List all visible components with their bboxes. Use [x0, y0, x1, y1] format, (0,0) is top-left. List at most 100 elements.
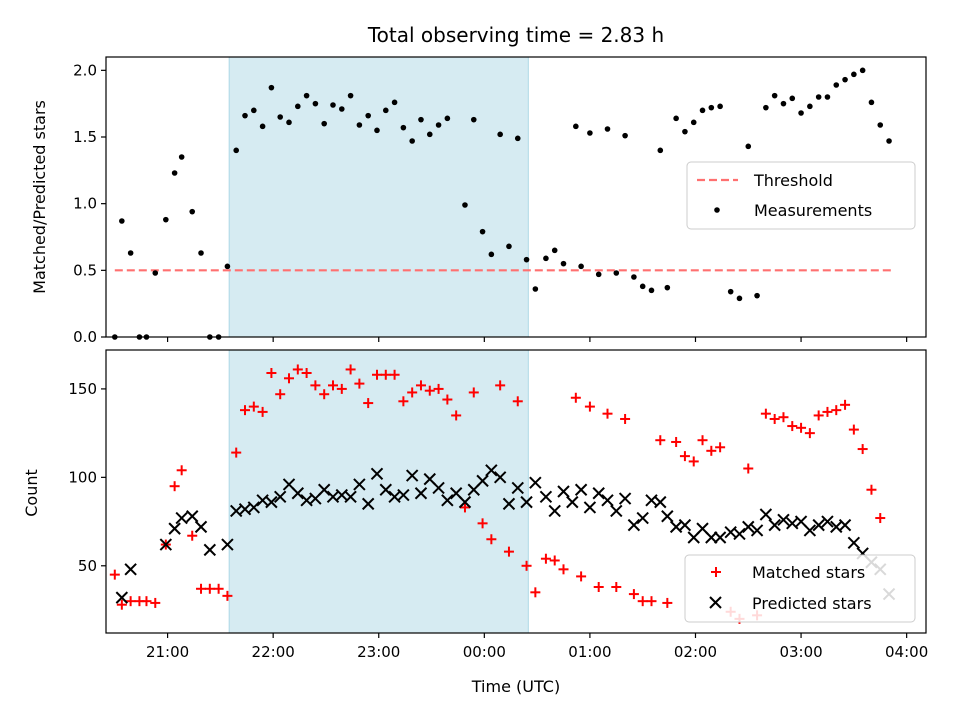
predicted-stars-point	[838, 518, 852, 532]
measurement-point	[178, 154, 185, 160]
predicted-stars-point	[168, 522, 181, 535]
matched-stars-point	[558, 564, 569, 575]
measurement-point	[868, 99, 875, 106]
bottom-legend-box	[684, 554, 916, 623]
measurement-point	[604, 126, 611, 132]
measurement-point	[639, 283, 646, 290]
y-tick-label: 1.5	[73, 128, 97, 146]
matched-stars-point	[540, 553, 551, 564]
measurement-point	[321, 120, 327, 127]
matched-stars-point	[187, 530, 198, 541]
matched-stars-point	[257, 406, 268, 417]
matched-stars-point	[442, 394, 453, 405]
predicted-stars-point	[414, 487, 428, 500]
measurement-point	[736, 295, 743, 302]
predicted-stars-point	[821, 515, 834, 528]
matched-stars-point	[398, 396, 409, 407]
y-tick-label: 100	[68, 468, 97, 486]
matched-stars-point	[415, 380, 426, 391]
predicted-stars-point	[441, 494, 454, 507]
predicted-stars-point	[705, 531, 718, 544]
measurement-point	[312, 100, 319, 107]
y-tick-label: 1.0	[73, 195, 97, 213]
measurement-point	[435, 122, 442, 128]
x-tick-label: 22:00	[252, 643, 295, 661]
matched-stars-point	[477, 518, 488, 529]
measurement-point	[578, 263, 584, 270]
matched-stars-point	[433, 383, 444, 394]
measurement-point	[514, 135, 521, 142]
predicted-stars-point	[768, 518, 781, 532]
legend-measurements-label: Measurements	[754, 201, 872, 220]
measurement-point	[365, 112, 371, 119]
measurement-point	[409, 138, 415, 144]
legend-matched-swatch	[711, 567, 721, 577]
matched-stars-point	[637, 596, 648, 607]
predicted-stars-point	[812, 518, 825, 532]
measurement-point	[171, 170, 178, 176]
predicted-stars-point	[175, 511, 188, 525]
matched-stars-point	[831, 405, 842, 416]
matched-stars-point	[310, 380, 321, 391]
predicted-stars-point	[317, 483, 331, 496]
measurement-point	[699, 107, 706, 114]
observing-window-span	[228, 349, 529, 634]
matched-stars-point	[116, 599, 127, 610]
legend-predicted-label: Predicted stars	[752, 594, 872, 613]
measurement-point	[824, 94, 831, 100]
measurement-point	[400, 124, 407, 131]
measurement-point	[859, 67, 866, 74]
matched-stars-point	[715, 442, 726, 453]
top-panel-frame	[105, 56, 927, 338]
matched-stars-point	[655, 435, 666, 446]
predicted-stars-point	[610, 504, 623, 518]
predicted-stars-point	[777, 513, 790, 527]
predicted-stars-point	[847, 536, 861, 550]
matched-stars-point	[169, 481, 180, 492]
predicted-stars-point	[678, 518, 692, 532]
predicted-stars-point	[203, 543, 217, 557]
matched-stars-point	[576, 571, 587, 582]
matched-stars-point	[380, 369, 391, 380]
matched-stars-point	[231, 447, 242, 458]
measurement-point	[198, 250, 204, 256]
matched-stars-point	[363, 398, 374, 409]
measurement-point	[754, 292, 760, 299]
predicted-stars-point	[742, 520, 755, 534]
measurement-point	[163, 216, 169, 223]
measurement-point	[708, 104, 715, 111]
predicted-stars-point	[520, 495, 533, 509]
predicted-stars-point	[344, 490, 357, 504]
measurement-point	[286, 119, 292, 126]
matched-stars-point	[584, 401, 595, 412]
matched-stars-point	[125, 596, 136, 607]
measurement-point	[347, 92, 354, 99]
predicted-stars-point	[361, 497, 375, 511]
matched-stars-point	[495, 380, 506, 391]
matched-stars-point	[620, 413, 631, 424]
matched-stars-point	[866, 484, 877, 495]
matched-stars-point	[778, 412, 789, 423]
matched-stars-point	[822, 406, 833, 417]
measurement-point	[391, 99, 398, 106]
measurement-point	[789, 95, 796, 102]
y-tick-label: 0.5	[73, 261, 97, 279]
measurement-point	[815, 94, 822, 100]
matched-stars-point	[266, 367, 277, 378]
matched-stars-point	[292, 364, 303, 375]
matched-stars-point	[319, 389, 330, 400]
predicted-stars-point	[370, 467, 384, 481]
measurement-point	[717, 103, 723, 110]
predicted-stars-point	[539, 490, 553, 504]
measurement-point	[763, 104, 769, 111]
matched-stars-point	[345, 364, 356, 375]
measurement-point	[462, 202, 468, 208]
matched-stars-point	[646, 596, 657, 607]
matched-stars-point	[424, 385, 435, 396]
matched-stars-point	[389, 369, 400, 380]
matched-stars-point	[468, 387, 479, 398]
predicted-stars-point	[654, 495, 667, 509]
matched-stars-point	[459, 502, 470, 513]
measurement-point	[780, 100, 787, 107]
predicted-stars-point	[548, 504, 561, 518]
